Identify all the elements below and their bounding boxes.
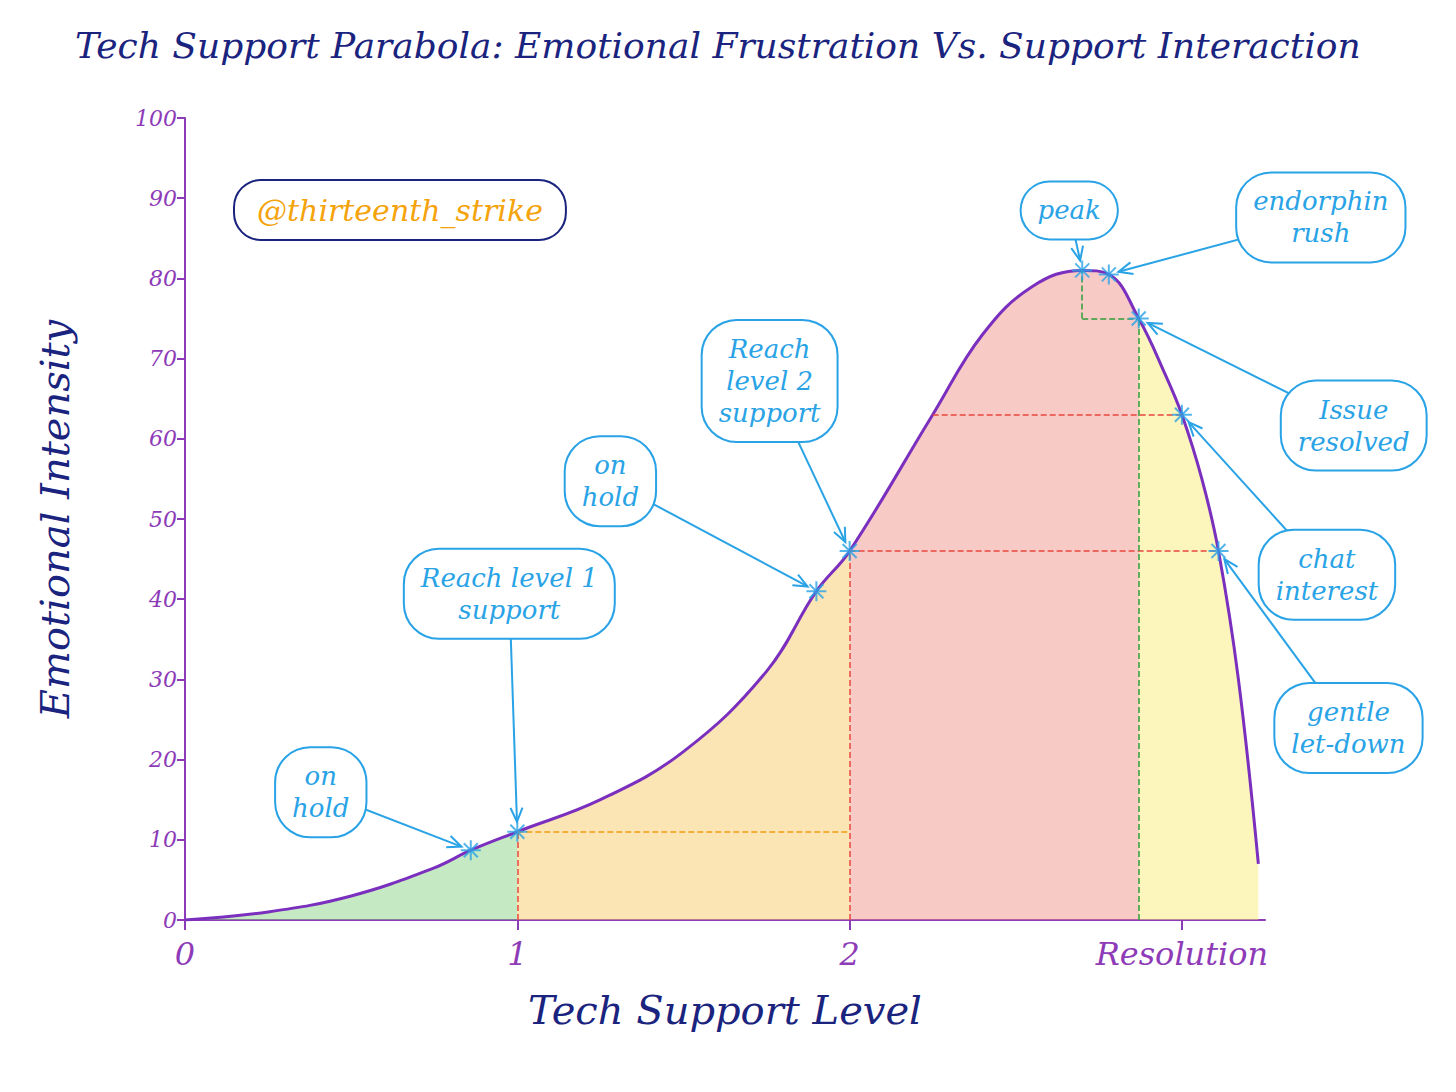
- svg-text:10: 10: [149, 827, 177, 852]
- svg-text:70: 70: [149, 346, 177, 371]
- svg-text:30: 30: [149, 667, 177, 692]
- svg-text:hold: hold: [292, 793, 349, 823]
- svg-text:on: on: [594, 450, 626, 480]
- svg-text:20: 20: [148, 747, 177, 772]
- svg-text:1: 1: [507, 935, 527, 973]
- svg-text:peak: peak: [1038, 195, 1101, 225]
- svg-text:100: 100: [135, 106, 177, 131]
- svg-text:50: 50: [149, 507, 177, 532]
- svg-text:gentle: gentle: [1307, 697, 1390, 727]
- svg-text:0: 0: [175, 935, 195, 973]
- svg-text:Reach level 1: Reach level 1: [420, 563, 598, 593]
- svg-text:Reach: Reach: [728, 334, 811, 364]
- svg-text:level 2: level 2: [726, 366, 813, 396]
- svg-text:Tech Support Parabola: Emotion: Tech Support Parabola: Emotional Frustra…: [75, 25, 1361, 66]
- svg-text:90: 90: [149, 186, 177, 211]
- svg-text:resolved: resolved: [1298, 427, 1410, 457]
- svg-text:hold: hold: [582, 482, 639, 512]
- svg-text:60: 60: [149, 426, 177, 451]
- svg-text:0: 0: [163, 908, 177, 933]
- svg-text:interest: interest: [1276, 576, 1379, 606]
- svg-text:Resolution: Resolution: [1095, 935, 1269, 973]
- svg-text:on: on: [305, 761, 337, 791]
- svg-text:chat: chat: [1298, 544, 1356, 574]
- svg-text:40: 40: [148, 587, 177, 612]
- svg-text:endorphin: endorphin: [1253, 186, 1388, 216]
- svg-text:2: 2: [838, 935, 859, 973]
- svg-text:support: support: [458, 595, 560, 625]
- svg-text:Emotional Intensity: Emotional Intensity: [32, 318, 78, 719]
- svg-text:@thirteenth_strike: @thirteenth_strike: [257, 193, 543, 229]
- svg-text:Tech Support Level: Tech Support Level: [528, 987, 922, 1033]
- svg-text:rush: rush: [1291, 218, 1350, 248]
- svg-text:support: support: [719, 398, 821, 428]
- svg-text:Issue: Issue: [1318, 395, 1388, 425]
- svg-text:let-down: let-down: [1291, 729, 1405, 759]
- svg-text:80: 80: [149, 266, 177, 291]
